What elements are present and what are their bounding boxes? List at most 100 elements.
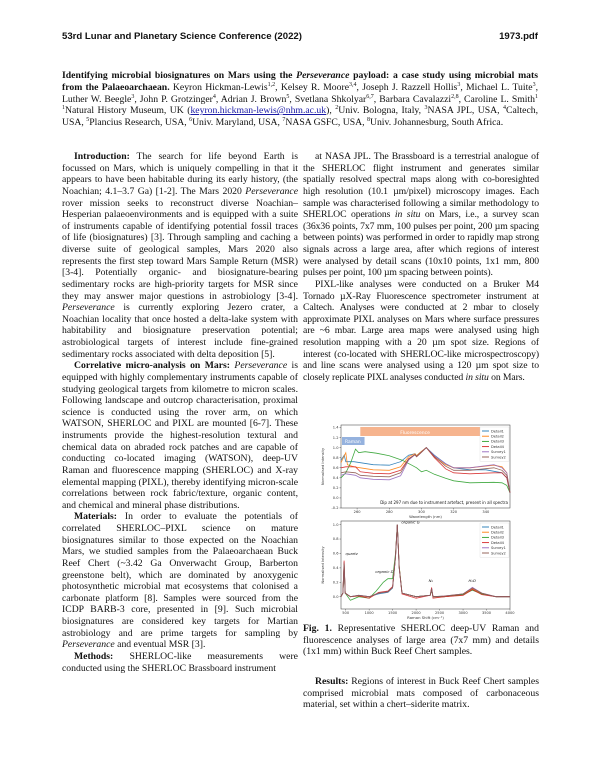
affiliation-superscript: 6 [189,116,193,123]
affiliation-superscript: 5 [286,93,290,100]
legend-label: Detail1 [491,429,504,433]
annotation-note: Dip at 297 nm due to instrument artefact… [380,500,508,505]
affiliation-superscript: 3 [457,81,461,88]
text-run: Univ. Maryland, USA, [192,117,283,128]
section-heading: Identifying microbial biosignatures on M… [62,70,297,81]
text-run: , Joseph J. Razzell Hollis [356,81,458,93]
legend-box [479,426,510,462]
text-run: NASA GSFC, USA, [285,117,367,128]
y-axis-label: Normalised Intensity [321,447,325,485]
paragraph: Results: Regions of interest in Buck Ree… [303,676,539,711]
series-line-survey2 [340,447,511,493]
section-heading: Correlative micro-analysis on Mars: [74,360,230,372]
text-run: on Mars. [488,371,525,383]
affiliation-superscript: 3 [131,93,135,100]
series-line-detail3 [340,448,511,494]
affiliation-superscript: 4 [212,93,216,100]
raman-band [342,437,365,445]
text-run: Caltech, USA, [62,105,539,128]
title-and-authors: Identifying microbial biosignatures on M… [62,70,538,129]
y-tick-label: 1.0 [333,446,339,450]
legend-label: Detail4 [491,541,505,545]
text-run: in situ [394,209,421,221]
peak-label: N₂ [429,578,434,583]
raman-label: Raman [345,439,361,445]
affiliation-superscript: 1 [535,93,538,100]
legend-label: Detail3 [491,440,504,444]
affiliation-superscript: 4 [503,105,506,112]
text-run: is equipped with highly complementary in… [62,360,298,511]
section-heading: Materials: [74,511,118,523]
text-run: Representative SHERLOC deep-UV Raman and… [303,623,539,658]
affiliation-superscript: 3 [532,81,536,88]
peak-label: H₂O [468,578,475,583]
text-run: , Luther W. Beegle [62,81,538,105]
legend-label: Detail2 [491,435,504,439]
text-run: Regions of interest in Buck Reef Chert s… [303,676,539,711]
x-tick-label: 1500 [388,611,398,615]
text-run: Perseverance [234,360,288,372]
text-run: on Mars, i.e., a survey scan (36x36 poin… [303,209,539,279]
x-tick-label: 260 [354,510,362,514]
peak-label: organic G [401,520,419,525]
x-tick-label: 300 [418,510,426,514]
affiliation-superscript: 1,2 [267,81,276,88]
text-run: rover mission seeks to reconstruct diver… [62,197,298,302]
text-run: PIXL-like analyses were conducted on a B… [303,278,539,383]
section-heading: Fig. 1. [303,623,332,634]
left-column: Introduction: The search for life beyond… [62,151,298,674]
affiliation-superscript: 1 [62,105,65,112]
paragraph: Introduction: The search for life beyond… [62,151,298,360]
legend-label: Detail4 [491,445,505,449]
text-run: , Adrian J. Brown [215,93,287,105]
affiliation-superscript: 3,4 [349,81,357,88]
y-tick-label: 0.2 [333,486,339,490]
y-axis-label: Normalised Intensity [321,546,325,584]
affiliation-superscript: 2,8 [451,93,459,100]
text-run: Keyron Hickman-Lewis [169,81,268,93]
running-header-conference: 53rd Lunar and Planetary Science Confere… [62,31,302,42]
text-run: Perseverance [62,302,115,314]
y-tick-label: 0.6 [333,552,339,556]
affiliation-superscript: 7 [282,116,286,123]
legend-label: Detail2 [491,531,504,535]
text-run: Perseverance [245,185,298,197]
x-axis-label: Raman Shift (cm⁻¹) [407,615,444,620]
affiliation-superscript: 6,7 [366,93,374,100]
x-tick-label: 500 [342,611,350,615]
section-heading: Methods: [74,650,114,662]
y-tick-label: 0.0 [333,496,339,500]
x-tick-label: 4000 [505,611,515,615]
affiliation-superscript: 3 [424,105,428,112]
x-tick-label: 280 [386,510,394,514]
legend-label: Survey1 [491,450,506,454]
figure-1: Fluorescence Raman Dip at 297 nm due to in… [321,424,515,620]
text-run: Perseverance [296,70,350,81]
affiliation-superscript: 8 [366,116,370,123]
legend-label: Detail1 [491,525,504,529]
text-run: ), [326,105,336,117]
fluorescence-label: Fluorescence [400,430,430,436]
y-tick-label: 1.2 [333,436,339,440]
x-tick-label: 3000 [458,611,468,615]
x-tick-label: 3500 [482,611,492,615]
y-tick-label: 0.2 [333,581,339,585]
paragraph: PIXL-like analyses were conducted on a B… [303,279,539,384]
paragraph: Correlative micro-analysis on Mars: Pers… [62,360,298,511]
peak-label: organic D [375,569,393,574]
text-run: in situ [465,371,489,383]
text-run: , Svetlana Shkolyar [289,93,367,105]
email-link[interactable]: keyron.hickman-lewis@nhm.ac.uk [190,105,327,117]
text-run: Plancius Research, USA, [89,117,190,128]
x-tick-label: 340 [482,510,490,514]
x-tick-label: 2500 [435,611,445,615]
right-column: at NASA JPL. The Brassboard is a terrest… [303,151,539,384]
affiliation-superscript: 2 [335,105,339,112]
section-heading: payload: a case study using microbial ma… [62,70,538,93]
legend-label: Survey2 [491,551,506,555]
section-heading: Introduction: [74,151,130,162]
text-run: Univ. Bologna, Italy, [338,105,425,117]
text-run: SHERLOC-like measurements were conducted… [62,650,298,674]
text-run: NASA JPL, USA, [427,105,503,117]
text-run: Natural History Museum, UK ( [65,105,191,117]
